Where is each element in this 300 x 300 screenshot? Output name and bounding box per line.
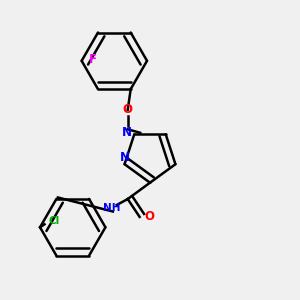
Text: O: O	[123, 103, 133, 116]
Text: N: N	[120, 151, 130, 164]
Text: N: N	[122, 126, 132, 139]
Text: F: F	[89, 53, 97, 66]
Text: Cl: Cl	[49, 216, 60, 226]
Text: O: O	[144, 210, 154, 224]
Text: NH: NH	[103, 203, 120, 213]
